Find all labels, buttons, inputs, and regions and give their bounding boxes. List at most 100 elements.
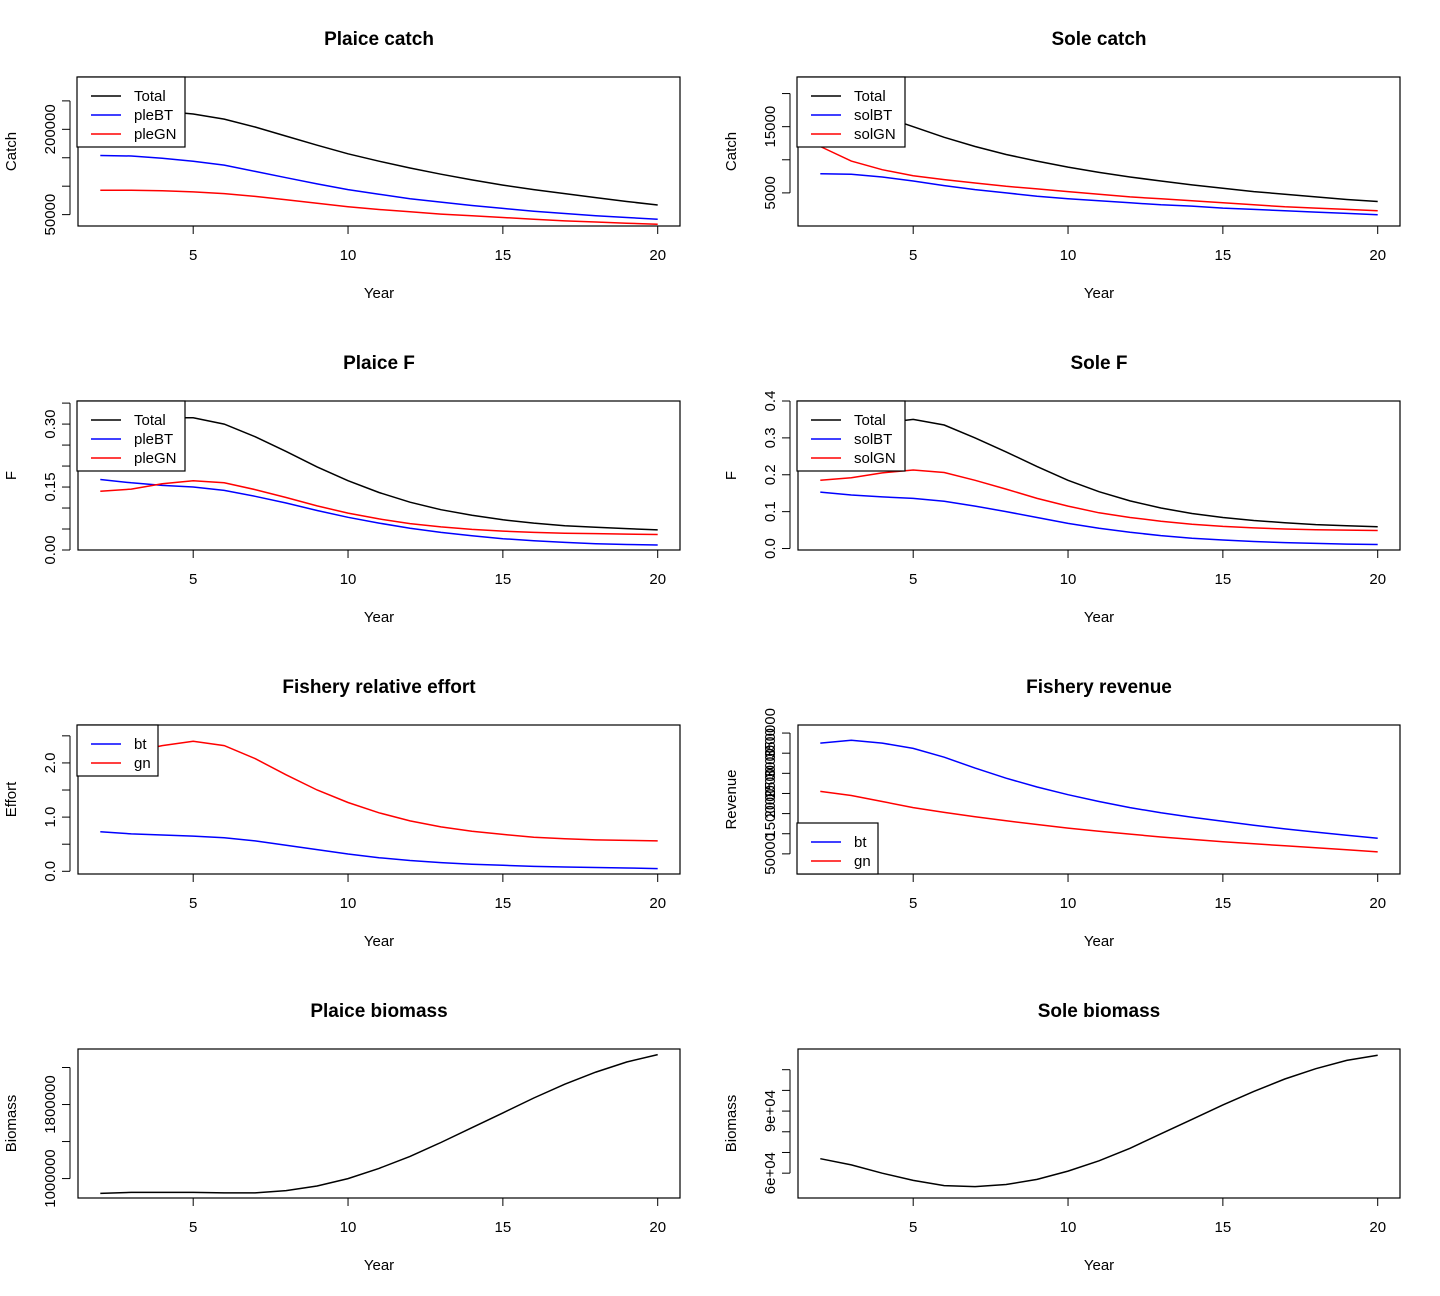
panel-sole-f: Sole F 5 10 15 20 0.0 0.1 0.2 0.3 0.4 Year F Total so…: [723, 353, 1401, 626]
y-tick-label: 150000: [762, 789, 779, 839]
x-tick-label: 5: [909, 247, 917, 264]
plot-frame: [77, 76, 681, 227]
panel-fishery-revenue: Fishery revenue 5 10 15 20 500001500002000002…: [723, 677, 1401, 950]
legend-label: solBT: [854, 431, 892, 448]
plot-frame: [797, 724, 1401, 875]
legend-label: solBT: [854, 107, 892, 124]
series-line-total: [820, 418, 1378, 528]
x-tick-label: 10: [340, 571, 357, 588]
x-tick-label: 5: [189, 571, 197, 588]
x-tick-label: 5: [909, 1219, 917, 1236]
y-axis-label: Revenue: [723, 769, 740, 829]
y-tick-label: 0.00: [42, 535, 59, 564]
legend-label: Total: [134, 412, 166, 429]
legend-label: bt: [854, 834, 867, 851]
legend-box: [796, 400, 906, 472]
y-tick-label: 0.15: [42, 472, 59, 501]
series-line-gn: [100, 740, 658, 842]
y-tick-label: 6e+04: [762, 1152, 779, 1194]
series-line-bt: [100, 830, 658, 870]
x-tick-label: 5: [189, 247, 197, 264]
x-tick-label: 10: [340, 1219, 357, 1236]
panel-fishery-relative-effort: Fishery relative effort 5 10 15 20 0.0 1.0 2.0 Y…: [3, 677, 681, 950]
series-line-solgn: [819, 145, 1378, 212]
legend: bt gn: [76, 724, 159, 777]
y-axis-label: Biomass: [723, 1095, 740, 1153]
y-tick-label: 200000: [42, 104, 59, 154]
x-tick-label: 20: [1369, 247, 1386, 264]
plot-frame: [797, 76, 1401, 227]
x-tick-label: 20: [649, 895, 666, 912]
y-axis-label: Biomass: [3, 1095, 20, 1153]
y-tick-label: 250000: [762, 748, 779, 798]
y-tick-label: 9e+04: [762, 1090, 779, 1132]
panel-title: Plaice F: [343, 353, 415, 374]
x-tick-label: 20: [1369, 1219, 1386, 1236]
plot-frame: [77, 400, 681, 551]
legend-label: pleBT: [134, 107, 173, 124]
series-line-plaice-biomass: [100, 1053, 658, 1195]
y-tick-label: 0.1: [762, 501, 779, 522]
plot-frame: [797, 1048, 1401, 1199]
legend-label: pleBT: [134, 431, 173, 448]
x-axis-label: Year: [1084, 285, 1114, 302]
panel-plaice-biomass: Plaice biomass 5 10 15 20 1000000 1800000 Year B…: [3, 1001, 681, 1274]
y-tick-label: 0.3: [762, 427, 779, 448]
legend-label: Total: [854, 88, 886, 105]
y-tick-label: 200000: [762, 768, 779, 818]
panel-title: Sole biomass: [1038, 1001, 1161, 1022]
series-line-sole-biomass: [820, 1054, 1378, 1188]
y-tick-label: 1800000: [42, 1075, 59, 1133]
series-line-solbt: [820, 491, 1378, 546]
panel-title: Fishery revenue: [1026, 677, 1172, 698]
series-line-bt: [820, 739, 1378, 839]
x-tick-label: 15: [495, 571, 512, 588]
legend: Total solBT solGN: [796, 76, 906, 148]
legend-label: pleGN: [134, 126, 177, 143]
panel-title: Fishery relative effort: [282, 677, 476, 698]
y-axis-label: Catch: [723, 132, 740, 171]
series-line-total: [100, 417, 658, 531]
x-tick-label: 10: [1060, 247, 1077, 264]
x-tick-label: 5: [909, 895, 917, 912]
x-axis-label: Year: [1084, 609, 1114, 626]
legend-box: [76, 400, 186, 472]
y-tick-label: 0.0: [42, 861, 59, 882]
x-axis-label: Year: [1084, 933, 1114, 950]
y-tick-label: 1000000: [42, 1149, 59, 1207]
legend: bt gn: [796, 822, 879, 875]
x-tick-label: 20: [649, 1219, 666, 1236]
panel-title: Sole catch: [1051, 29, 1146, 50]
y-axis-label: F: [3, 471, 20, 480]
plot-frame: [797, 400, 1401, 551]
x-axis-label: Year: [364, 933, 394, 950]
legend-label: solGN: [854, 450, 896, 467]
series-line-plegn: [100, 189, 658, 226]
x-tick-label: 5: [909, 571, 917, 588]
y-tick-label: 15000: [762, 106, 779, 148]
x-tick-label: 10: [1060, 1219, 1077, 1236]
y-axis-label: Effort: [3, 781, 20, 817]
series-line-gn: [820, 790, 1378, 853]
x-tick-label: 20: [1369, 895, 1386, 912]
panel-title: Sole F: [1070, 353, 1127, 374]
x-tick-label: 10: [1060, 895, 1077, 912]
x-tick-label: 5: [189, 895, 197, 912]
y-tick-label: 300000: [762, 728, 779, 778]
x-axis-label: Year: [1084, 1257, 1114, 1274]
y-tick-label: 0.4: [762, 391, 779, 412]
x-tick-label: 15: [495, 1219, 512, 1236]
y-tick-label: 50000: [762, 833, 779, 875]
x-tick-label: 15: [1215, 1219, 1232, 1236]
series-line-plebt: [100, 478, 658, 546]
legend-label: bt: [134, 736, 147, 753]
x-tick-label: 20: [1369, 571, 1386, 588]
x-tick-label: 15: [1215, 895, 1232, 912]
legend-label: gn: [134, 755, 151, 772]
y-axis-label: F: [723, 471, 740, 480]
x-tick-label: 15: [1215, 247, 1232, 264]
plot-frame: [77, 1048, 681, 1199]
y-tick-label: 0.0: [762, 538, 779, 559]
x-tick-label: 20: [649, 571, 666, 588]
